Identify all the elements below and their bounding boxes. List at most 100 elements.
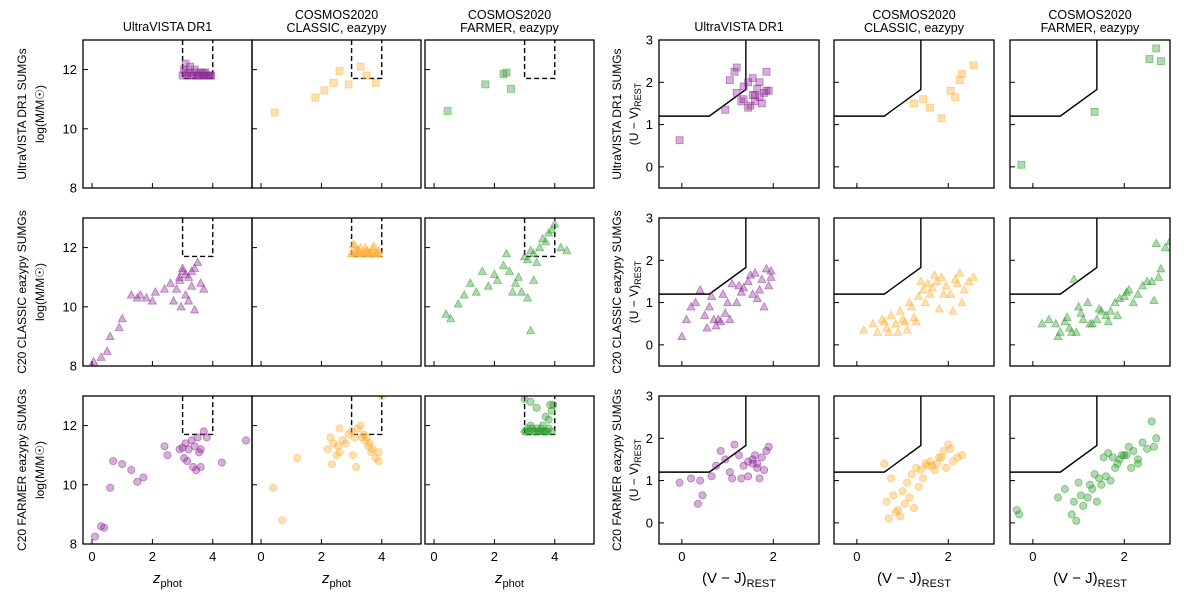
data-point-triangle [916,276,926,286]
data-point-circle [358,433,367,442]
data-point-circle [916,465,925,474]
panel-data [659,40,773,145]
data-point-square [946,86,955,95]
data-point-circle [374,448,383,457]
x-tick-label: 2 [149,549,156,564]
data-point-triangle [754,284,765,294]
data-point-triangle [1119,291,1129,300]
panel-data [270,40,383,117]
data-point-circle [1127,463,1136,472]
data-point-triangle [544,227,554,237]
data-point-circle [898,487,907,496]
mass-z-panel-r3-c2: 0 2 4 [251,395,422,564]
y-tick-label: 8 [70,181,77,196]
data-point-circle [350,433,359,442]
data-point-triangle [939,289,949,298]
panel-data [346,218,384,258]
data-point-triangle [752,293,762,302]
data-point-circle [910,504,919,513]
uvj-quiescent-boundary [1010,396,1098,473]
data-point-circle [377,396,386,400]
x-tick-label: 4 [209,549,216,564]
data-point-triangle [483,281,494,290]
data-point-square [187,71,196,80]
data-point-triangle [957,297,967,307]
selection-box [350,218,383,258]
data-point-square [755,78,764,87]
data-point-triangle [183,272,194,281]
data-point-triangle [1094,303,1104,313]
data-point-triangle [913,291,924,300]
data-point-triangle [114,322,124,332]
column-title: UltraVISTA DR1 [123,20,212,34]
data-point-circle [1074,478,1083,487]
data-point-square [181,59,190,68]
data-point-triangle [936,272,947,281]
data-point-circle [1015,510,1024,519]
column-title: COSMOS2020 [872,8,955,22]
data-point-circle [127,465,136,474]
data-point-triangle [1103,316,1113,326]
panel-data [443,40,556,115]
data-point-circle [944,440,953,449]
x-tick-label: 4 [551,549,558,564]
data-point-triangle [952,278,963,288]
data-point-triangle [1085,318,1095,328]
selection-box [350,396,383,436]
y-tick-label: 2 [646,75,653,90]
data-point-triangle [734,280,744,290]
data-point-circle [109,457,118,466]
panel-frame [424,395,595,545]
data-point-circle [329,439,338,448]
data-point-square [1156,57,1165,66]
data-point-triangle [713,314,724,324]
data-point-square [751,97,759,106]
data-point-circle [241,436,250,445]
data-point-triangle [176,301,186,311]
panel-data [834,396,967,523]
y-tick-label: 0 [646,515,653,530]
panel-data [269,396,386,525]
data-point-square [926,103,934,112]
y-tick-label: 1 [646,117,653,132]
selection-box [523,40,556,80]
data-point-triangle [1156,263,1166,273]
data-point-triangle [1037,318,1047,328]
data-point-square [1017,160,1026,169]
y-tick-label: 0 [646,337,653,352]
x-axis-label: zphot [152,570,182,590]
panel-frame [82,39,253,189]
data-point-triangle [471,286,481,296]
panel-frame [833,217,995,367]
x-axis-label: zphot [494,570,524,590]
x-tick-label: 2 [491,549,498,564]
data-point-triangle [893,327,903,336]
data-point-triangle [1147,276,1157,286]
data-point-circle [698,491,707,500]
data-point-square [969,61,978,70]
data-point-circle [1092,497,1101,506]
data-point-triangle [126,289,136,299]
data-point-circle [1108,453,1117,462]
data-point-triangle [923,278,933,288]
data-point-circle [349,451,358,460]
data-point-triangle [686,301,696,311]
data-point-circle [675,478,684,487]
data-point-square [502,68,511,77]
panel-data [1010,396,1161,525]
y-tick-label: 10 [63,299,77,314]
data-point-triangle [732,297,742,307]
data-point-triangle [159,283,170,293]
data-point-triangle [1165,236,1170,245]
panel-frame [833,39,995,189]
data-point-circle [923,461,932,470]
data-point-triangle [177,263,188,272]
data-point-triangle [501,248,512,258]
data-point-triangle [372,248,382,258]
data-point-circle [884,514,893,523]
data-point-circle [139,473,148,482]
data-point-circle [693,499,702,508]
data-point-triangle [859,325,869,334]
data-point-circle [217,458,226,467]
mass-z-panel-r2-c2 [251,217,422,367]
